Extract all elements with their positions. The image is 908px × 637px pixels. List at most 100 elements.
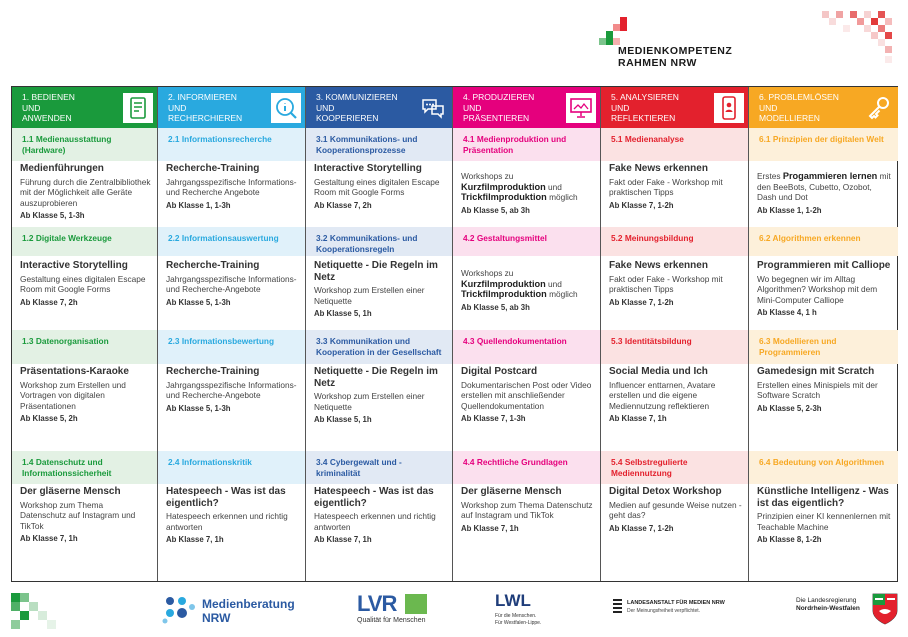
sub-competency-heading: 5.3 Identitätsbildung — [601, 330, 748, 364]
column-header-line: 6. PROBLEMLÖSEN — [759, 92, 839, 102]
workshop-title: Gamedesign mit Scratch — [757, 366, 875, 377]
workshop-age-duration: Ab Klasse 7, 1-2h — [609, 523, 674, 533]
nrw-coat-of-arms-icon — [872, 593, 898, 625]
workshop-age-duration: Ab Klasse 7, 1-2h — [609, 200, 674, 210]
workshop-text: und — [548, 181, 562, 192]
workshop-description: Fakt oder Fake - Workshop mit praktische… — [609, 176, 723, 198]
sub-competency-heading: 6.2 Algorithmen erkennen — [749, 227, 898, 256]
workshop-card: Netiquette - Die Regeln im Netz Workshop … — [306, 260, 452, 318]
column-header-title: 5. ANALYSIEREN UND REFLEKTIEREN — [611, 92, 711, 124]
workshop-description: Workshop zum Thema Datenschutz auf Insta… — [461, 499, 593, 521]
landesanstalt-logo: LANDESANSTALT FÜR MEDIEN NRW Der Meinung… — [613, 599, 763, 623]
column-header-title: 4. PRODUZIEREN UND PRÄSENTIEREN — [463, 92, 563, 124]
workshop-card: Netiquette - Die Regeln im Netz Workshop … — [306, 366, 452, 424]
column-header-line: 2. INFORMIEREN — [168, 92, 237, 102]
workshop-age-duration: Ab Klasse 4, 1 h — [757, 308, 817, 317]
workshop-description: Erstes Progammieren lernen mit den BeeBo… — [757, 171, 892, 203]
workshop-age-duration: Ab Klasse 7, 2h — [314, 200, 372, 210]
workshop-age-duration: Ab Klasse 5, 1-3h — [166, 297, 231, 307]
workshop-text: möglich — [549, 192, 578, 202]
workshop-description: Gestaltung eines digitalen Escape Room m… — [314, 176, 440, 198]
workshop-description: Führung durch die Zentralbibliothek mit … — [20, 176, 151, 208]
lvr-wordmark: LVR — [357, 591, 397, 616]
workshop-description: Erstellen eines Minispiels mit der Softw… — [757, 379, 878, 401]
workshop-description: Gestaltung eines digitalen Escape Room m… — [20, 273, 146, 295]
brand-subtitle: RAHMEN NRW — [618, 57, 697, 69]
lvr-tagline: Qualität für Menschen — [357, 617, 426, 624]
workshop-text: Erstes — [757, 171, 781, 181]
column-header-line: UND — [463, 102, 482, 113]
workshop-age-duration: Ab Klasse 7, 1h — [166, 535, 224, 544]
workshop-card: Social Media und Ich Influencer enttarnen… — [601, 366, 748, 423]
sub-competency-heading: 6.3 Modellieren und Programmieren — [749, 330, 898, 364]
workshop-highlight: Kurzfilmproduktion — [461, 181, 546, 192]
workshop-age-duration: Ab Klasse 7, 1h — [609, 414, 667, 423]
magnifier-info-icon — [267, 87, 305, 128]
workshop-age-duration: Ab Klasse 7, 1-3h — [461, 414, 526, 423]
competency-column-2: 2. INFORMIEREN UND RECHERCHIEREN 2.1 Inform… — [158, 87, 306, 581]
column-header-line: UND — [168, 102, 187, 113]
column-header: 3. KOMMUNIZIEREN UND KOOPERIEREN — [306, 87, 452, 128]
sub-competency-heading: 2.3 Informationsbewertung — [158, 330, 305, 364]
sub-competency-heading: 5.4 Selbstregulierte Mediennutzung — [601, 451, 748, 484]
workshop-description: Jahrgangsspezifische Informations- und R… — [166, 379, 297, 401]
workshop-description: Medien auf gesunde Weise nutzen - geht d… — [609, 499, 742, 521]
sub-competency-heading: 5.1 Medienanalyse — [601, 128, 748, 161]
lwl-tagline-1: Für die Menschen. — [495, 613, 537, 619]
workshop-title: Hatespeech - Was ist das eigentlich? — [314, 486, 434, 509]
brand-title: MEDIENKOMPETENZ — [618, 45, 733, 57]
column-header-line: MODELLIEREN — [759, 113, 820, 123]
workshop-description: Wo begegnen wir im Alltag Algorithmen? W… — [757, 273, 878, 305]
workshop-text: und — [548, 278, 562, 289]
sub-competency-heading: 4.4 Rechtliche Grundlagen — [453, 451, 600, 484]
workshop-title: Medienführungen — [20, 163, 104, 174]
workshop-age-duration: Ab Klasse 5, 2-3h — [757, 403, 822, 413]
lwl-logo: LWL Für die Menschen. Für Westfalen-Lipp… — [495, 591, 565, 633]
workshop-text: Workshops zu — [461, 171, 514, 181]
workshop-card: Künstliche Intelligenz - Was ist das eig… — [749, 486, 898, 544]
sub-competency-heading: 6.1 Prinzipien der digitalen Welt — [749, 128, 898, 161]
workshop-card: Erstes Progammieren lernen mit den BeeBo… — [749, 163, 898, 215]
workshop-highlight: Kurzfilmproduktion — [461, 278, 546, 289]
column-header-title: 3. KOMMUNIZIEREN UND KOOPERIEREN — [316, 92, 416, 124]
competency-column-6: 6. PROBLEMLÖSEN UND MODELLIEREN 6.1 Prinzip… — [749, 87, 898, 581]
column-header-line: RECHERCHIEREN — [168, 113, 243, 123]
workshop-title: Fake News erkennen — [609, 260, 708, 271]
workshop-highlight: Progammieren lernen — [782, 171, 878, 181]
sub-competency-heading: 4.3 Quellendokumentation — [453, 330, 600, 364]
brand-mark-icon — [598, 17, 630, 49]
sub-competency-heading: 1.2 Digitale Werkzeuge — [12, 227, 157, 256]
workshop-title: Der gläserne Mensch — [20, 486, 121, 497]
workshop-age-duration: Ab Klasse 7, 1h — [20, 534, 78, 543]
workshop-title: Digital Detox Workshop — [609, 486, 722, 497]
workshop-title: Recherche-Training — [166, 260, 260, 271]
workshop-highlight: Trickfilmproduktion — [461, 289, 547, 299]
workshop-title: Digital Postcard — [461, 366, 538, 377]
workshop-age-duration: Ab Klasse 7, 1-2h — [609, 297, 674, 307]
workshop-text: möglich — [549, 289, 578, 299]
workshop-age-duration: Ab Klasse 1, 1-2h — [757, 205, 822, 215]
workshop-card: Gamedesign mit Scratch Erstellen eines Mi… — [749, 366, 898, 413]
competency-column-4: 4. PRODUZIEREN UND PRÄSENTIEREN 4.1 Medienp… — [453, 87, 601, 581]
sub-competency-heading: 2.2 Informationsauswertung — [158, 227, 305, 256]
column-header-line: KOOPERIEREN — [316, 113, 379, 123]
presentation-screen-icon — [562, 87, 600, 128]
landesanstalt-tagline: Der Meinungsfreiheit verpflichtet. — [627, 608, 701, 614]
workshop-card: Präsentations-Karaoke Workshop zum Erstel… — [12, 366, 157, 423]
workshop-description: Workshops zu Kurzfilmproduktion und Tric… — [461, 171, 594, 203]
workshop-description: Hatespeech erkennen und richtig antworte… — [314, 511, 436, 532]
workshop-age-duration: Ab Klasse 5, ab 3h — [461, 205, 530, 215]
column-header-line: 1. BEDIENEN — [22, 92, 75, 102]
workshop-title: Recherche-Training — [166, 163, 260, 174]
workshop-card: Der gläserne Mensch Workshop zum Thema Da… — [12, 486, 157, 543]
workshop-age-duration: Ab Klasse 7, 2h — [20, 297, 78, 307]
sub-competency-heading: 1.4 Datenschutz und Informationssicherhe… — [12, 451, 157, 484]
workshop-title: Fake News erkennen — [609, 163, 708, 174]
workshop-description: Workshop zum Erstellen einer Netiquette — [314, 391, 425, 412]
workshop-age-duration: Ab Klasse 5, 1-3h — [166, 403, 231, 413]
workshop-title: Interactive Storytelling — [314, 163, 422, 174]
column-header: 2. INFORMIEREN UND RECHERCHIEREN — [158, 87, 305, 128]
workshop-title: Netiquette - Die Regeln im Netz — [314, 260, 438, 283]
competency-grid: 1. BEDIENEN UND ANWENDEN 1.1 Medienausstatt… — [11, 86, 898, 582]
workshop-title: Recherche-Training — [166, 366, 260, 377]
